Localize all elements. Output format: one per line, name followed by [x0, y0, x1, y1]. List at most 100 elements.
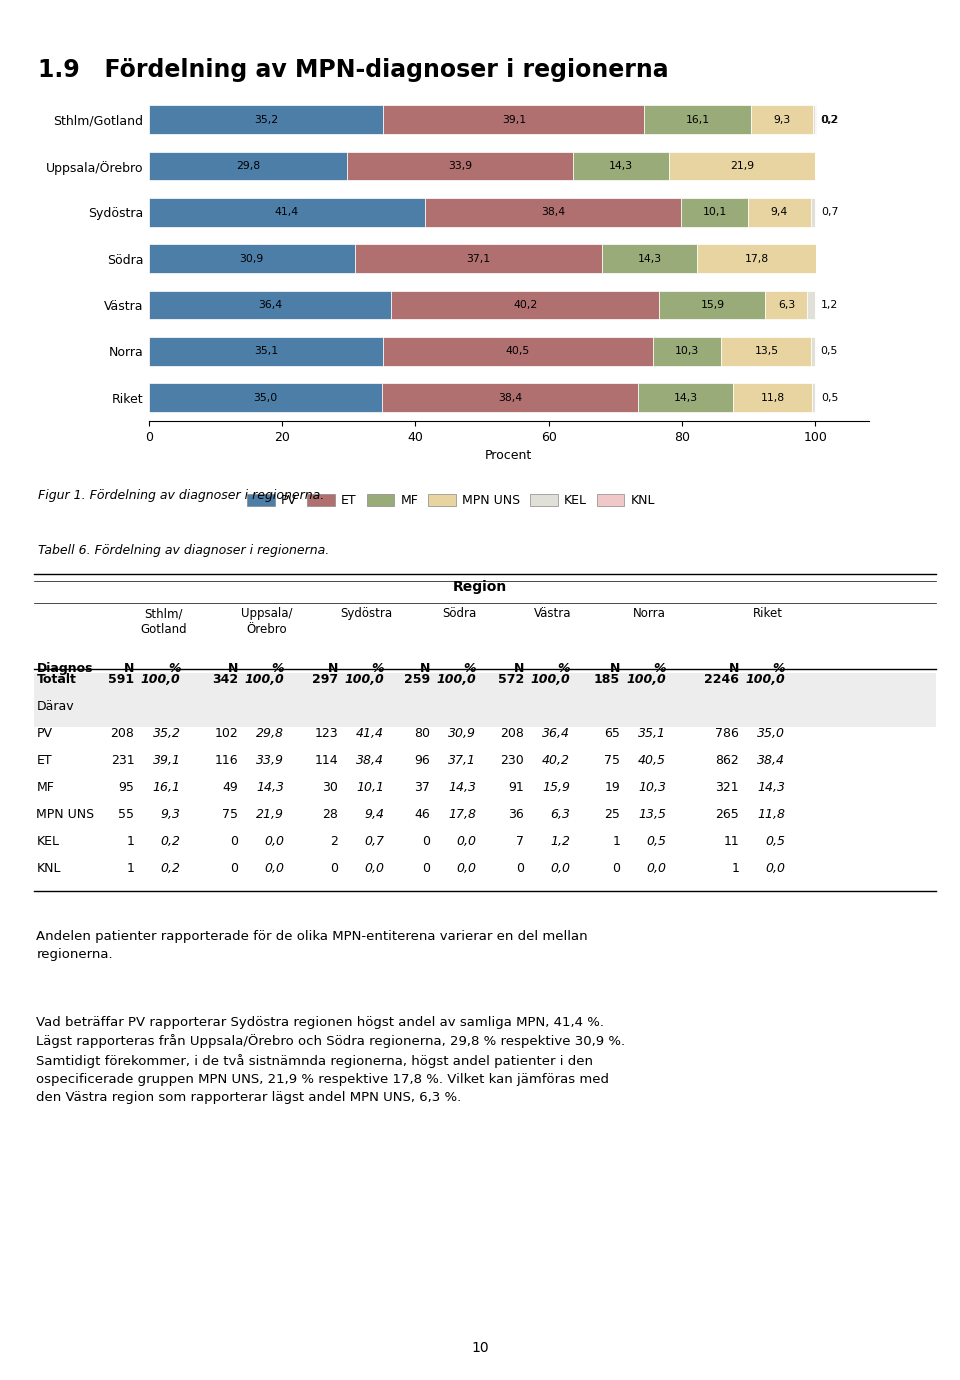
Bar: [765, 291, 807, 319]
Text: 7: 7: [516, 835, 524, 847]
Text: 786: 786: [715, 727, 739, 740]
Text: 55: 55: [118, 809, 134, 821]
Text: 265: 265: [715, 809, 739, 821]
Text: 1: 1: [612, 835, 620, 847]
Text: 37,1: 37,1: [467, 254, 491, 264]
Bar: [149, 152, 348, 181]
Text: %: %: [654, 662, 666, 675]
Text: Norra: Norra: [633, 607, 665, 620]
Text: 1: 1: [732, 861, 739, 875]
Text: Diagnos: Diagnos: [36, 662, 93, 675]
Text: PV: PV: [36, 727, 53, 740]
Text: 2: 2: [330, 835, 338, 847]
Text: 21,9: 21,9: [256, 809, 284, 821]
Text: 40,5: 40,5: [638, 755, 666, 767]
Text: 35,0: 35,0: [253, 393, 277, 403]
Text: 0,2: 0,2: [160, 861, 180, 875]
Text: N: N: [124, 662, 134, 675]
Text: 0,5: 0,5: [821, 393, 838, 403]
Text: 65: 65: [604, 727, 620, 740]
Bar: [812, 384, 815, 413]
Bar: [392, 291, 660, 319]
Text: 9,4: 9,4: [364, 809, 384, 821]
Text: 95: 95: [118, 781, 134, 793]
Text: N: N: [327, 662, 338, 675]
Text: 6,3: 6,3: [550, 809, 570, 821]
Text: 36,4: 36,4: [258, 299, 282, 310]
Text: 0: 0: [612, 861, 620, 875]
Bar: [681, 199, 748, 226]
Bar: [573, 152, 669, 181]
Bar: [813, 105, 815, 134]
Text: 1: 1: [127, 835, 134, 847]
Text: 102: 102: [214, 727, 238, 740]
Text: 0: 0: [516, 861, 524, 875]
Bar: [644, 105, 752, 134]
Text: 37,1: 37,1: [448, 755, 476, 767]
Text: Södra: Södra: [442, 607, 476, 620]
Text: 15,9: 15,9: [701, 299, 725, 310]
Text: 91: 91: [509, 781, 524, 793]
Bar: [424, 199, 681, 226]
Text: 37: 37: [414, 781, 430, 793]
Bar: [722, 337, 811, 366]
Text: 39,1: 39,1: [153, 755, 180, 767]
Text: 0,5: 0,5: [820, 346, 837, 356]
Text: 75: 75: [222, 809, 238, 821]
Text: 33,9: 33,9: [448, 161, 472, 171]
Text: 36,4: 36,4: [542, 727, 570, 740]
Text: MPN UNS: MPN UNS: [36, 809, 95, 821]
Bar: [748, 199, 811, 226]
Text: 10,3: 10,3: [675, 346, 699, 356]
Bar: [383, 105, 644, 134]
Text: 16,1: 16,1: [685, 115, 709, 124]
Text: 0: 0: [230, 835, 238, 847]
Text: Riket: Riket: [753, 607, 783, 620]
Bar: [669, 152, 815, 181]
Text: 1: 1: [127, 861, 134, 875]
Text: 114: 114: [314, 755, 338, 767]
Text: 0,5: 0,5: [646, 835, 666, 847]
Text: 0: 0: [422, 835, 430, 847]
Text: 0,7: 0,7: [821, 207, 838, 218]
Text: 14,3: 14,3: [609, 161, 634, 171]
Text: 100,0: 100,0: [627, 673, 666, 686]
Bar: [638, 384, 733, 413]
Text: 0,0: 0,0: [456, 861, 476, 875]
Text: 38,4: 38,4: [356, 755, 384, 767]
Text: 100,0: 100,0: [141, 673, 180, 686]
Text: 38,4: 38,4: [498, 393, 522, 403]
Bar: [382, 384, 638, 413]
Text: %: %: [272, 662, 284, 675]
Text: 35,1: 35,1: [253, 346, 277, 356]
Text: 17,8: 17,8: [448, 809, 476, 821]
Text: 21,9: 21,9: [730, 161, 754, 171]
Text: N: N: [610, 662, 620, 675]
Text: 11,8: 11,8: [760, 393, 785, 403]
Text: 0: 0: [422, 861, 430, 875]
Bar: [698, 244, 816, 273]
Text: 9,3: 9,3: [774, 115, 791, 124]
Bar: [811, 337, 815, 366]
Text: 39,1: 39,1: [502, 115, 526, 124]
Text: 30,9: 30,9: [240, 254, 264, 264]
Text: %: %: [558, 662, 570, 675]
Text: 0,7: 0,7: [364, 835, 384, 847]
Bar: [34, 673, 936, 701]
Text: 0,2: 0,2: [160, 835, 180, 847]
Text: 1,2: 1,2: [550, 835, 570, 847]
Text: 100,0: 100,0: [746, 673, 785, 686]
Text: 116: 116: [214, 755, 238, 767]
Text: Uppsala/
Örebro: Uppsala/ Örebro: [241, 607, 293, 636]
Text: 38,4: 38,4: [757, 755, 785, 767]
Text: 123: 123: [314, 727, 338, 740]
Bar: [653, 337, 722, 366]
Bar: [815, 105, 816, 134]
Text: 100,0: 100,0: [531, 673, 570, 686]
Text: 14,3: 14,3: [674, 393, 698, 403]
X-axis label: Procent: Procent: [485, 448, 533, 462]
Text: 0: 0: [230, 861, 238, 875]
Text: 30,9: 30,9: [448, 727, 476, 740]
Text: 13,5: 13,5: [638, 809, 666, 821]
Text: Totalt: Totalt: [36, 673, 77, 686]
